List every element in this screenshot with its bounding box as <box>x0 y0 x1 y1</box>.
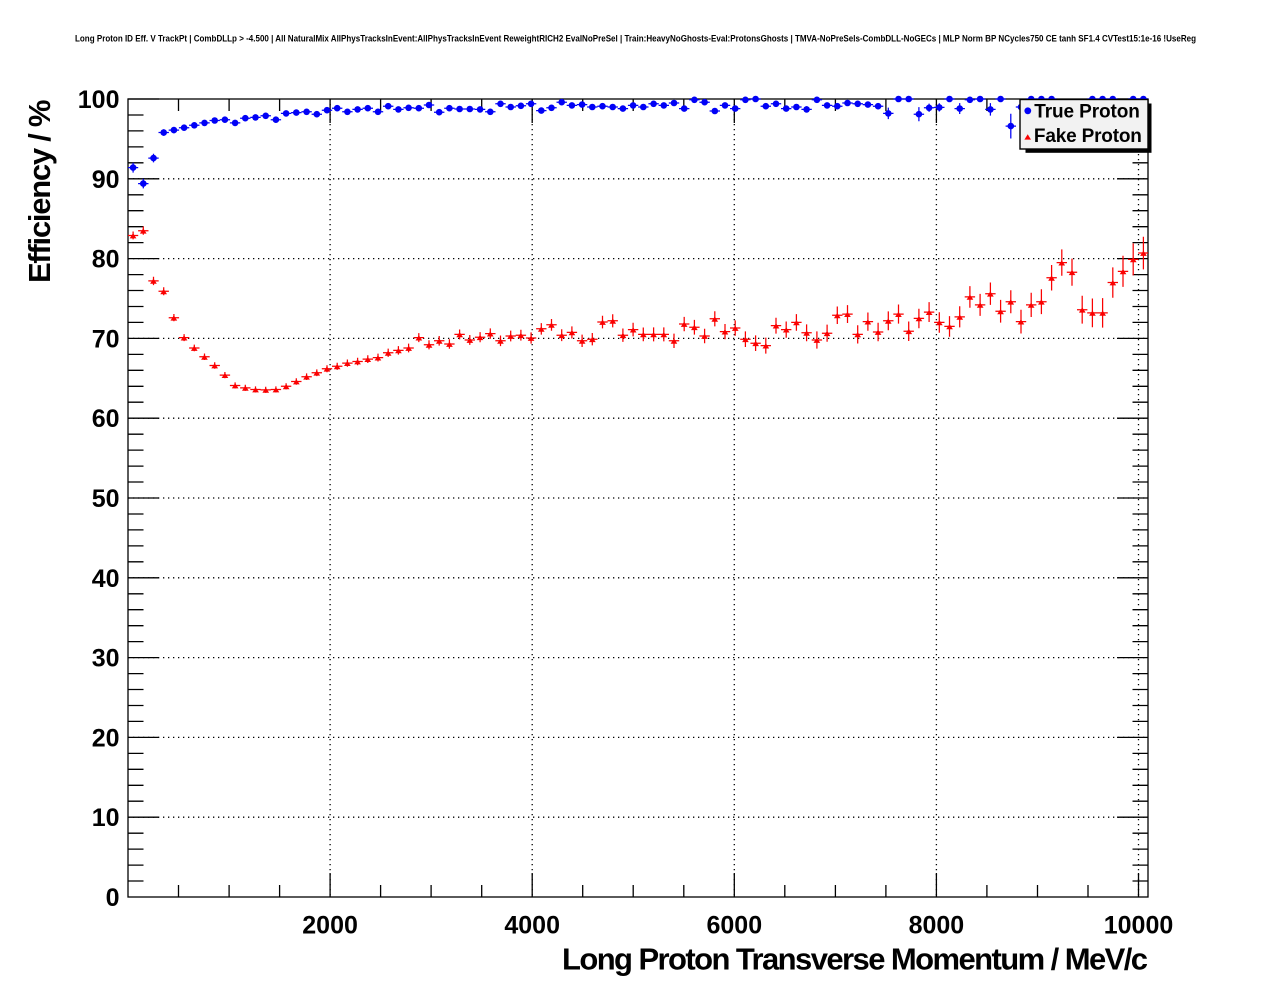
svg-text:100: 100 <box>78 86 120 114</box>
svg-text:20: 20 <box>92 724 120 752</box>
svg-text:True Proton: True Proton <box>1034 102 1140 123</box>
svg-text:Long Proton Transverse Momentu: Long Proton Transverse Momentum / MeV/c <box>562 942 1148 977</box>
svg-text:30: 30 <box>92 645 120 673</box>
svg-text:40: 40 <box>92 565 120 593</box>
svg-text:50: 50 <box>92 485 120 513</box>
svg-text:6000: 6000 <box>706 912 762 940</box>
svg-text:90: 90 <box>92 166 120 194</box>
svg-text:8000: 8000 <box>909 912 965 940</box>
svg-text:60: 60 <box>92 405 120 433</box>
svg-text:Long Proton ID Eff. V TrackPt: Long Proton ID Eff. V TrackPt | CombDLLp… <box>75 34 1196 45</box>
svg-text:10000: 10000 <box>1104 912 1174 940</box>
svg-text:80: 80 <box>92 246 120 274</box>
svg-text:Fake Proton: Fake Proton <box>1034 126 1142 147</box>
svg-text:70: 70 <box>92 325 120 353</box>
svg-text:Efficiency / %: Efficiency / % <box>22 100 57 284</box>
svg-text:10: 10 <box>92 804 120 832</box>
svg-text:0: 0 <box>106 884 120 912</box>
svg-text:4000: 4000 <box>504 912 560 940</box>
svg-text:2000: 2000 <box>302 912 358 940</box>
